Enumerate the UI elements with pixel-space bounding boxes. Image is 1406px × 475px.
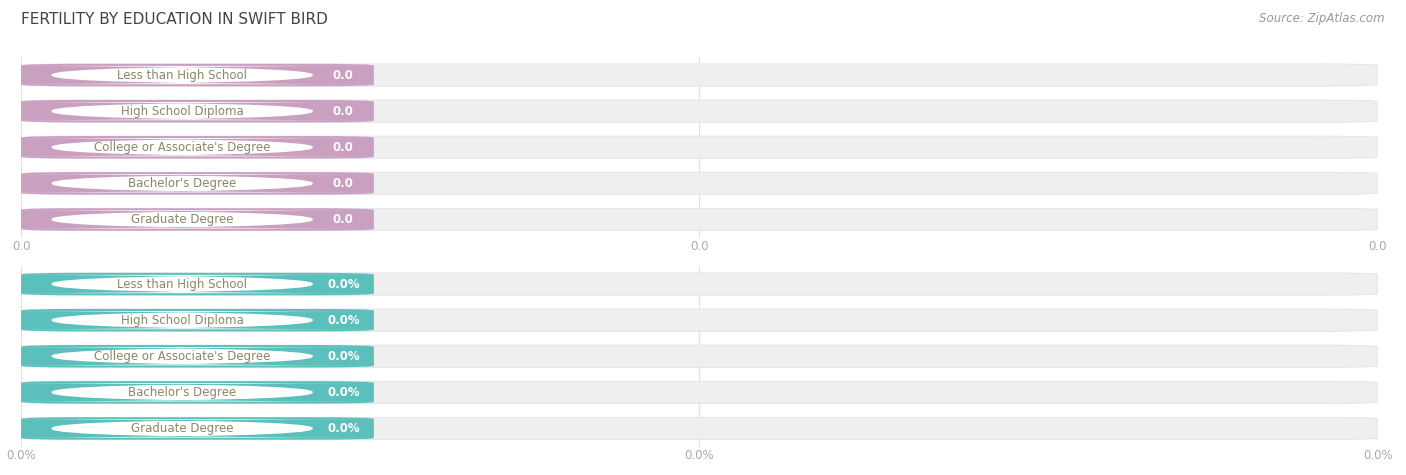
Text: 0.0: 0.0 [333,104,354,118]
FancyBboxPatch shape [21,345,1378,368]
FancyBboxPatch shape [21,208,374,231]
FancyBboxPatch shape [21,309,1378,332]
FancyBboxPatch shape [21,345,374,368]
FancyBboxPatch shape [21,309,374,332]
Text: 0.0: 0.0 [333,68,354,82]
FancyBboxPatch shape [21,100,374,123]
Text: High School Diploma: High School Diploma [121,104,243,118]
FancyBboxPatch shape [0,138,380,156]
FancyBboxPatch shape [0,174,380,192]
Text: 0.0%: 0.0% [328,314,360,327]
FancyBboxPatch shape [21,172,1378,195]
FancyBboxPatch shape [0,275,380,293]
FancyBboxPatch shape [0,210,380,228]
Text: 0.0%: 0.0% [328,386,360,399]
FancyBboxPatch shape [0,66,380,84]
FancyBboxPatch shape [21,208,1378,231]
FancyBboxPatch shape [21,273,1378,295]
FancyBboxPatch shape [21,381,374,404]
Text: Graduate Degree: Graduate Degree [131,213,233,226]
Text: 0.0%: 0.0% [328,277,360,291]
Text: 0.0: 0.0 [333,141,354,154]
FancyBboxPatch shape [0,383,380,401]
FancyBboxPatch shape [21,381,1378,404]
FancyBboxPatch shape [21,417,374,440]
FancyBboxPatch shape [0,311,380,329]
FancyBboxPatch shape [21,136,374,159]
Text: High School Diploma: High School Diploma [121,314,243,327]
FancyBboxPatch shape [21,100,1378,123]
Text: College or Associate's Degree: College or Associate's Degree [94,350,270,363]
Text: Source: ZipAtlas.com: Source: ZipAtlas.com [1260,12,1385,25]
FancyBboxPatch shape [21,64,1378,86]
FancyBboxPatch shape [0,419,380,437]
Text: FERTILITY BY EDUCATION IN SWIFT BIRD: FERTILITY BY EDUCATION IN SWIFT BIRD [21,12,328,27]
Text: 0.0%: 0.0% [328,422,360,435]
FancyBboxPatch shape [21,273,374,295]
FancyBboxPatch shape [21,136,1378,159]
Text: Less than High School: Less than High School [117,277,247,291]
Text: Bachelor's Degree: Bachelor's Degree [128,386,236,399]
Text: 0.0%: 0.0% [328,350,360,363]
Text: Bachelor's Degree: Bachelor's Degree [128,177,236,190]
Text: Less than High School: Less than High School [117,68,247,82]
FancyBboxPatch shape [21,417,1378,440]
Text: 0.0: 0.0 [333,213,354,226]
FancyBboxPatch shape [21,172,374,195]
FancyBboxPatch shape [21,64,374,86]
Text: 0.0: 0.0 [333,177,354,190]
Text: Graduate Degree: Graduate Degree [131,422,233,435]
FancyBboxPatch shape [0,347,380,365]
FancyBboxPatch shape [0,102,380,120]
Text: College or Associate's Degree: College or Associate's Degree [94,141,270,154]
